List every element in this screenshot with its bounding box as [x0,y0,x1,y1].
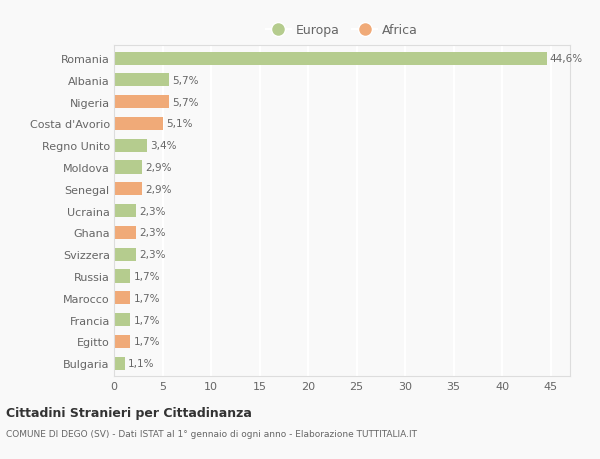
Text: 5,1%: 5,1% [166,119,193,129]
Bar [114,74,169,87]
Text: 1,7%: 1,7% [133,293,160,303]
Text: 2,3%: 2,3% [139,206,166,216]
Bar [114,183,142,196]
Bar [114,140,147,152]
Text: 1,7%: 1,7% [133,271,160,281]
Text: 2,9%: 2,9% [145,185,172,195]
Bar [114,313,130,326]
Bar [114,205,136,218]
Text: Cittadini Stranieri per Cittadinanza: Cittadini Stranieri per Cittadinanza [6,406,252,419]
Bar [114,96,169,109]
Bar [114,291,130,305]
Text: 2,3%: 2,3% [139,228,166,238]
Bar [114,226,136,240]
Text: 2,9%: 2,9% [145,162,172,173]
Text: 44,6%: 44,6% [550,54,583,64]
Text: COMUNE DI DEGO (SV) - Dati ISTAT al 1° gennaio di ogni anno - Elaborazione TUTTI: COMUNE DI DEGO (SV) - Dati ISTAT al 1° g… [6,429,417,438]
Bar [114,248,136,261]
Bar [114,52,547,66]
Legend: Europa, Africa: Europa, Africa [261,19,423,42]
Text: 1,7%: 1,7% [133,315,160,325]
Text: 3,4%: 3,4% [150,141,176,151]
Bar [114,118,163,131]
Bar [114,161,142,174]
Text: 5,7%: 5,7% [172,97,199,107]
Bar [114,270,130,283]
Text: 5,7%: 5,7% [172,76,199,86]
Text: 1,7%: 1,7% [133,336,160,347]
Bar [114,357,125,370]
Bar [114,335,130,348]
Text: 1,1%: 1,1% [128,358,154,368]
Text: 2,3%: 2,3% [139,250,166,260]
